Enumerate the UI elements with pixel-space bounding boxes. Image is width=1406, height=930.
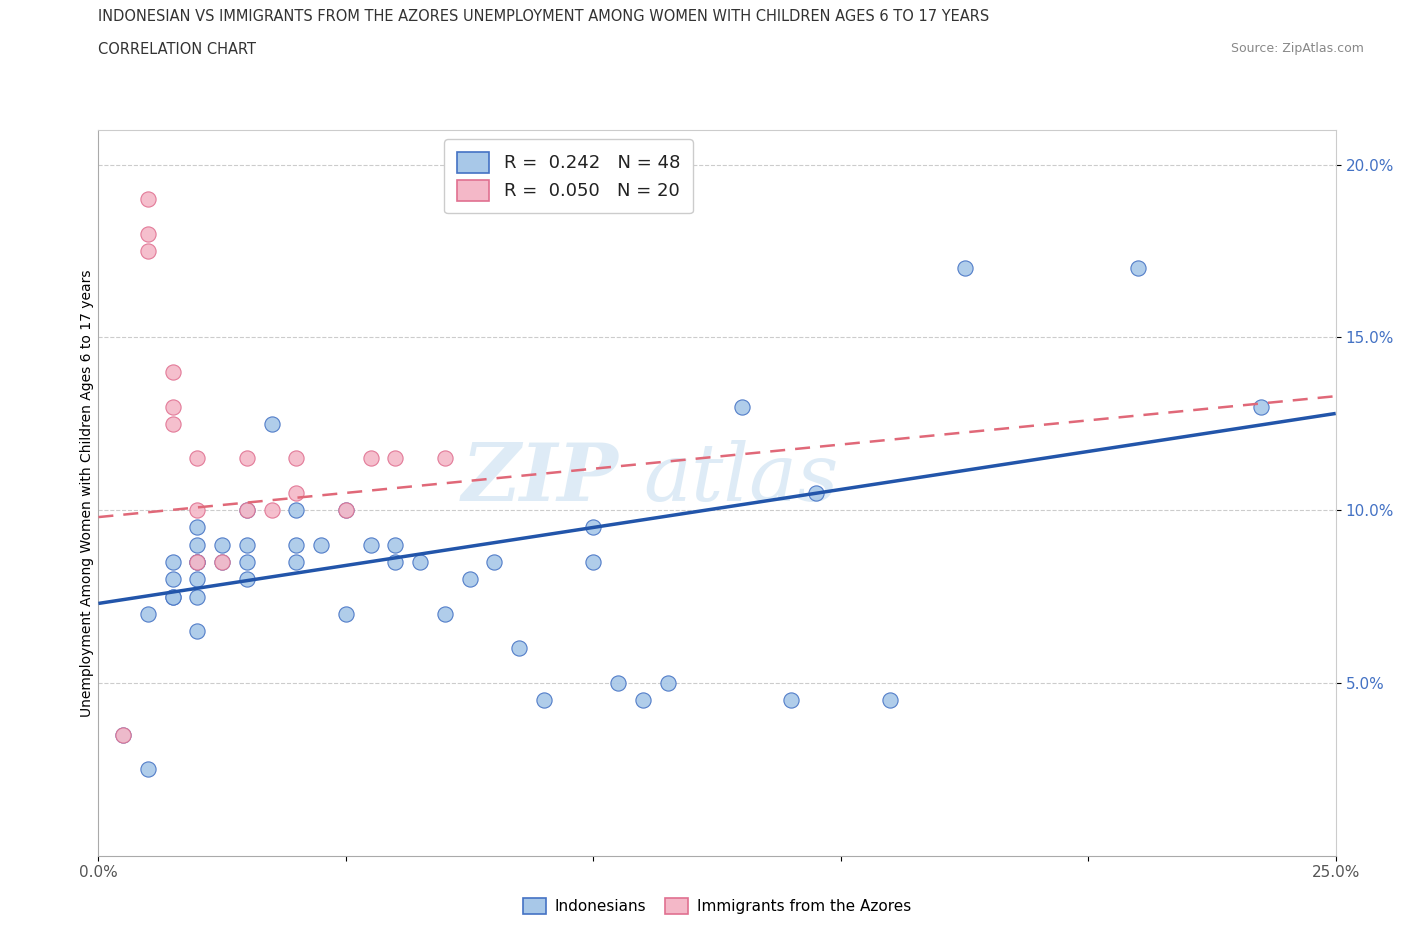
Point xyxy=(186,624,208,639)
Point xyxy=(236,554,259,569)
Point xyxy=(384,554,406,569)
Point xyxy=(112,727,135,742)
Text: atlas: atlas xyxy=(643,440,838,517)
Point xyxy=(458,572,481,587)
Point xyxy=(285,485,308,500)
Point xyxy=(384,538,406,552)
Point xyxy=(136,244,159,259)
Point xyxy=(360,451,382,466)
Legend: Indonesians, Immigrants from the Azores: Indonesians, Immigrants from the Azores xyxy=(517,892,917,921)
Point xyxy=(309,538,332,552)
Point xyxy=(211,554,233,569)
Point xyxy=(384,451,406,466)
Point xyxy=(186,554,208,569)
Point xyxy=(780,693,803,708)
Point xyxy=(136,192,159,206)
Point xyxy=(162,417,184,432)
Point xyxy=(657,675,679,690)
Point xyxy=(631,693,654,708)
Point xyxy=(533,693,555,708)
Point xyxy=(582,554,605,569)
Point xyxy=(433,606,456,621)
Point xyxy=(211,538,233,552)
Point xyxy=(136,606,159,621)
Point xyxy=(335,503,357,518)
Point xyxy=(409,554,432,569)
Point xyxy=(186,538,208,552)
Point xyxy=(607,675,630,690)
Point xyxy=(285,538,308,552)
Text: CORRELATION CHART: CORRELATION CHART xyxy=(98,42,256,57)
Point xyxy=(186,554,208,569)
Point xyxy=(162,589,184,604)
Point xyxy=(335,606,357,621)
Point xyxy=(186,572,208,587)
Point xyxy=(335,503,357,518)
Point xyxy=(285,451,308,466)
Point xyxy=(162,572,184,587)
Text: Source: ZipAtlas.com: Source: ZipAtlas.com xyxy=(1230,42,1364,55)
Point xyxy=(1126,261,1149,276)
Point xyxy=(162,589,184,604)
Point xyxy=(879,693,901,708)
Point xyxy=(953,261,976,276)
Point xyxy=(162,365,184,379)
Point xyxy=(186,503,208,518)
Point xyxy=(433,451,456,466)
Point xyxy=(260,417,283,432)
Point xyxy=(236,572,259,587)
Text: ZIP: ZIP xyxy=(461,440,619,517)
Point xyxy=(211,554,233,569)
Point xyxy=(731,399,754,414)
Point xyxy=(1250,399,1272,414)
Point xyxy=(186,554,208,569)
Y-axis label: Unemployment Among Women with Children Ages 6 to 17 years: Unemployment Among Women with Children A… xyxy=(80,269,94,717)
Point xyxy=(112,727,135,742)
Point xyxy=(136,226,159,241)
Point xyxy=(186,589,208,604)
Point xyxy=(186,451,208,466)
Point xyxy=(136,762,159,777)
Point xyxy=(260,503,283,518)
Point xyxy=(236,503,259,518)
Text: INDONESIAN VS IMMIGRANTS FROM THE AZORES UNEMPLOYMENT AMONG WOMEN WITH CHILDREN : INDONESIAN VS IMMIGRANTS FROM THE AZORES… xyxy=(98,9,990,24)
Point xyxy=(236,503,259,518)
Point xyxy=(162,399,184,414)
Point xyxy=(360,538,382,552)
Point xyxy=(162,554,184,569)
Point xyxy=(804,485,827,500)
Point xyxy=(484,554,506,569)
Point xyxy=(285,554,308,569)
Point xyxy=(582,520,605,535)
Point xyxy=(236,451,259,466)
Point xyxy=(508,641,530,656)
Point xyxy=(236,538,259,552)
Point xyxy=(285,503,308,518)
Point xyxy=(186,520,208,535)
